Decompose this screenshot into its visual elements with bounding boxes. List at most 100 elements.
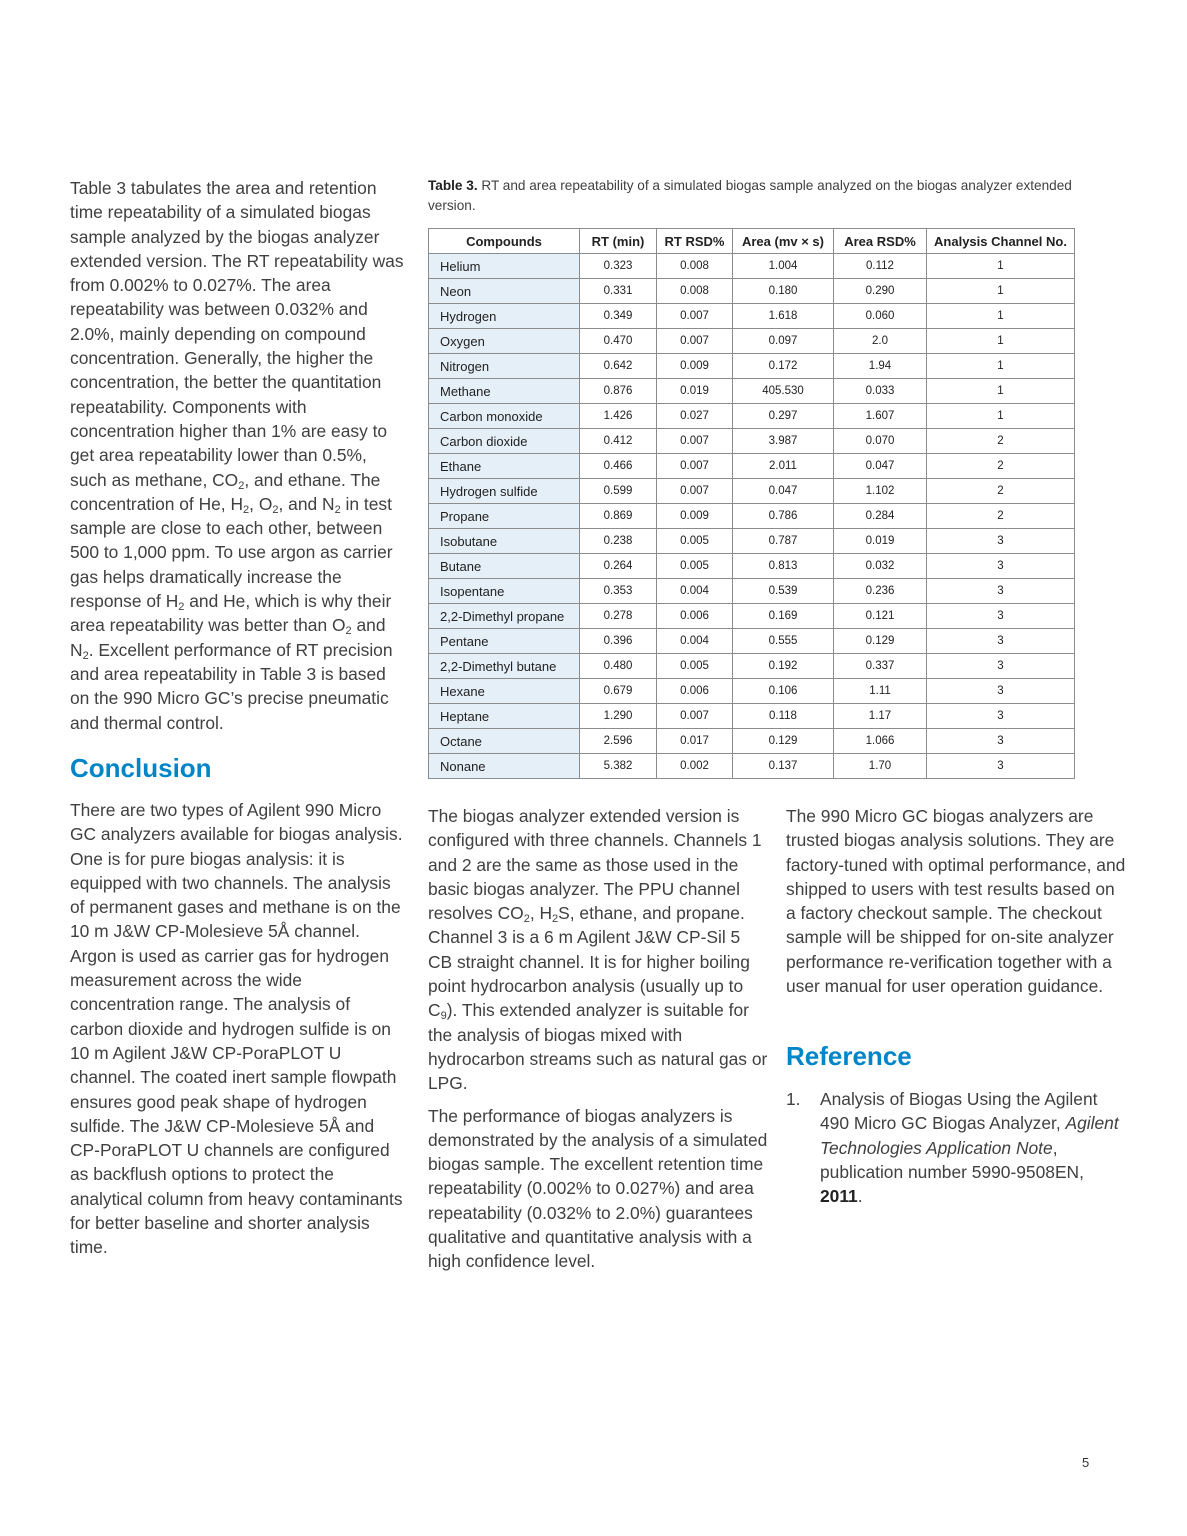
compound-name-cell: Methane — [428, 378, 580, 404]
table-cell: 0.539 — [732, 578, 834, 604]
table-cell: 0.786 — [732, 503, 834, 529]
compound-name-cell: Pentane — [428, 628, 580, 654]
table-cell: 0.555 — [732, 628, 834, 654]
compound-name-cell: Nitrogen — [428, 353, 580, 379]
table-cell: 2 — [926, 503, 1075, 529]
table-cell: 0.480 — [579, 653, 657, 679]
table-row: Isobutane 0.238 0.005 0.787 0.019 3 — [428, 528, 1075, 554]
table-cell: 0.006 — [656, 678, 733, 704]
table-cell: 0.007 — [656, 303, 733, 329]
compound-name-cell: Carbon monoxide — [428, 403, 580, 429]
compound-name-cell: Carbon dioxide — [428, 428, 580, 454]
compound-name-cell: Propane — [428, 503, 580, 529]
table-cell: 1.290 — [579, 703, 657, 729]
table-cell: 3 — [926, 728, 1075, 754]
table-cell: 1.70 — [833, 753, 927, 779]
table-row: 2,2-Dimethyl butane 0.480 0.005 0.192 0.337 3 — [428, 653, 1075, 679]
table-cell: 1 — [926, 378, 1075, 404]
table-cell: 0.353 — [579, 578, 657, 604]
table-cell: 1.618 — [732, 303, 834, 329]
conclusion-heading: Conclusion — [70, 753, 212, 783]
table-cell: 0.106 — [732, 678, 834, 704]
compound-name-cell: Heptane — [428, 703, 580, 729]
table-cell: 2 — [926, 478, 1075, 504]
table-cell: 5.382 — [579, 753, 657, 779]
table-cell: 1.426 — [579, 403, 657, 429]
table-row: Carbon monoxide 1.426 0.027 0.297 1.607 1 — [428, 403, 1075, 429]
table-header-cell: Compounds — [428, 228, 580, 254]
compound-name-cell: Oxygen — [428, 328, 580, 354]
table-cell: 0.192 — [732, 653, 834, 679]
repeatability-table: Compounds RT (min) RT RSD% Area (mv × s)… — [428, 228, 1075, 779]
compound-name-cell: Nonane — [428, 753, 580, 779]
table-cell: 0.009 — [656, 353, 733, 379]
table-cell: 0.284 — [833, 503, 927, 529]
compound-name-cell: Hydrogen sulfide — [428, 478, 580, 504]
table-row: Pentane 0.396 0.004 0.555 0.129 3 — [428, 628, 1075, 654]
table-row: Octane 2.596 0.017 0.129 1.066 3 — [428, 728, 1075, 754]
table-cell: 0.032 — [833, 553, 927, 579]
table-cell: 0.112 — [833, 253, 927, 279]
table-cell: 0.121 — [833, 603, 927, 629]
table-cell: 1 — [926, 278, 1075, 304]
table-cell: 3 — [926, 678, 1075, 704]
table-cell: 0.009 — [656, 503, 733, 529]
table-cell: 0.008 — [656, 278, 733, 304]
table-cell: 0.047 — [732, 478, 834, 504]
reference-text: Analysis of Biogas Using the Agilent 490… — [820, 1089, 1119, 1207]
table-cell: 0.005 — [656, 553, 733, 579]
right-column: The 990 Micro GC biogas analyzers are tr… — [786, 804, 1126, 998]
table-cell: 0.007 — [656, 478, 733, 504]
compound-name-cell: Isopentane — [428, 578, 580, 604]
compound-name-cell: Helium — [428, 253, 580, 279]
table-cell: 0.007 — [656, 453, 733, 479]
table-cell: 0.070 — [833, 428, 927, 454]
table-cell: 405.530 — [732, 378, 834, 404]
table-cell: 1.066 — [833, 728, 927, 754]
table-header-cell: Analysis Channel No. — [926, 228, 1075, 254]
table-caption: Table 3. RT and area repeatability of a … — [428, 176, 1078, 215]
trusted-solutions-paragraph: The 990 Micro GC biogas analyzers are tr… — [786, 806, 1126, 997]
table-header-cell: Area (mv × s) — [732, 228, 834, 254]
table-cell: 0.060 — [833, 303, 927, 329]
table-row: Nitrogen 0.642 0.009 0.172 1.94 1 — [428, 353, 1075, 379]
table-cell: 0.006 — [656, 603, 733, 629]
table-cell: 0.278 — [579, 603, 657, 629]
table-cell: 0.004 — [656, 628, 733, 654]
performance-paragraph: The performance of biogas analyzers is d… — [428, 1105, 768, 1272]
table-cell: 3 — [926, 653, 1075, 679]
table-cell: 0.264 — [579, 553, 657, 579]
table-cell: 3 — [926, 528, 1075, 554]
table-cell: 0.172 — [732, 353, 834, 379]
table-cell: 3 — [926, 603, 1075, 629]
middle-column: The biogas analyzer extended version is … — [428, 804, 768, 1274]
table-cell: 3 — [926, 753, 1075, 779]
reference-item: 1. Analysis of Biogas Using the Agilent … — [786, 1087, 1126, 1208]
table-row: Hexane 0.679 0.006 0.106 1.11 3 — [428, 678, 1075, 704]
table-cell: 3 — [926, 553, 1075, 579]
compound-name-cell: Isobutane — [428, 528, 580, 554]
table-cell: 1 — [926, 353, 1075, 379]
table-cell: 2.011 — [732, 453, 834, 479]
table-cell: 2.596 — [579, 728, 657, 754]
table-row: Heptane 1.290 0.007 0.118 1.17 3 — [428, 703, 1075, 729]
table-cell: 0.007 — [656, 328, 733, 354]
table-cell: 0.679 — [579, 678, 657, 704]
table-cell: 0.599 — [579, 478, 657, 504]
reference-heading: Reference — [786, 1041, 912, 1071]
table-row: Ethane 0.466 0.007 2.011 0.047 2 — [428, 453, 1075, 479]
table-cell: 2 — [926, 428, 1075, 454]
table-cell: 0.118 — [732, 703, 834, 729]
table-cell: 0.238 — [579, 528, 657, 554]
table-cell: 1.004 — [732, 253, 834, 279]
table-cell: 0.005 — [656, 653, 733, 679]
table-cell: 3.987 — [732, 428, 834, 454]
compound-name-cell: Hydrogen — [428, 303, 580, 329]
table-cell: 0.470 — [579, 328, 657, 354]
table-cell: 0.236 — [833, 578, 927, 604]
table-row: Oxygen 0.470 0.007 0.097 2.0 1 — [428, 328, 1075, 354]
extended-version-paragraph: The biogas analyzer extended version is … — [428, 806, 768, 1094]
table-row: Propane 0.869 0.009 0.786 0.284 2 — [428, 503, 1075, 529]
table-header-cell: Area RSD% — [833, 228, 927, 254]
table-caption-label: Table 3. — [428, 178, 478, 193]
